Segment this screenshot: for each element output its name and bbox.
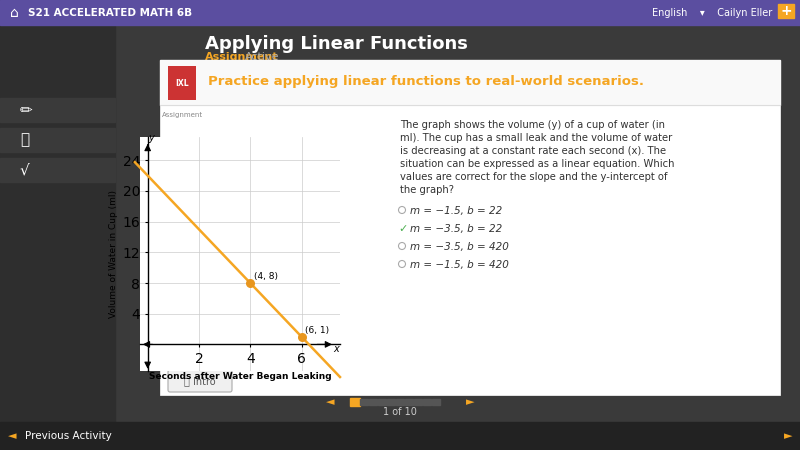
Text: Previous Activity: Previous Activity [25, 431, 112, 441]
Bar [387, 399, 395, 405]
Text: +: + [780, 4, 792, 18]
Text: ►: ► [466, 397, 474, 407]
Text: (4, 8): (4, 8) [254, 272, 278, 281]
Text: m = −1.5, b = 22: m = −1.5, b = 22 [410, 206, 502, 216]
Bar [378, 399, 386, 405]
Text: Assignment: Assignment [205, 52, 278, 62]
Bar [414, 399, 422, 405]
Bar [423, 399, 431, 405]
Bar [168, 66, 196, 100]
Text: English    ▾    Cailyn Eller: English ▾ Cailyn Eller [652, 8, 772, 18]
Text: m = −3.5, b = 22: m = −3.5, b = 22 [410, 224, 502, 234]
Text: y: y [149, 133, 154, 143]
Bar [0, 422, 800, 450]
Bar [0, 25, 115, 450]
Text: values are correct for the slope and the y-intercept of: values are correct for the slope and the… [400, 172, 667, 182]
Bar [432, 399, 440, 405]
Bar [405, 399, 413, 405]
Bar [350, 398, 360, 406]
Bar [396, 399, 404, 405]
Text: m = −3.5, b = 420: m = −3.5, b = 420 [410, 242, 509, 252]
Text: 🎧: 🎧 [20, 132, 29, 148]
Text: ✏: ✏ [20, 103, 33, 117]
Text: S21 ACCELERATED MATH 6B: S21 ACCELERATED MATH 6B [28, 8, 192, 18]
Text: Assignment: Assignment [162, 112, 202, 118]
Y-axis label: Volume of Water in Cup (ml): Volume of Water in Cup (ml) [109, 190, 118, 318]
Text: (6, 1): (6, 1) [306, 326, 330, 335]
Text: ✓: ✓ [398, 224, 407, 234]
Text: situation can be expressed as a linear equation. Which: situation can be expressed as a linear e… [400, 159, 674, 169]
Bar [778, 4, 794, 18]
Point [244, 279, 257, 287]
Text: ⌂: ⌂ [10, 6, 18, 20]
Bar [360, 399, 368, 405]
Bar [0, 98, 115, 122]
Text: ◄: ◄ [326, 397, 334, 407]
Text: The graph shows the volume (y) of a cup of water (in: The graph shows the volume (y) of a cup … [400, 120, 665, 130]
Text: ml). The cup has a small leak and the volume of water: ml). The cup has a small leak and the vo… [400, 133, 672, 143]
Text: is decreasing at a constant rate each second (x). The: is decreasing at a constant rate each se… [400, 146, 666, 156]
Text: 1 of 10: 1 of 10 [383, 407, 417, 417]
FancyBboxPatch shape [168, 370, 232, 392]
Text: ►: ► [783, 431, 792, 441]
Bar [160, 60, 780, 395]
Text: 🔊 Intro: 🔊 Intro [184, 376, 216, 386]
Bar [0, 158, 115, 182]
Text: m = −1.5, b = 420: m = −1.5, b = 420 [410, 260, 509, 270]
Text: IXL: IXL [175, 78, 189, 87]
X-axis label: Seconds after Water Began Leaking: Seconds after Water Began Leaking [149, 372, 331, 381]
Text: Active: Active [245, 52, 279, 62]
Text: √: √ [20, 162, 30, 177]
Text: Practice applying linear functions to real-world scenarios.: Practice applying linear functions to re… [208, 76, 644, 89]
Bar [0, 128, 115, 152]
Text: x: x [334, 344, 339, 354]
Text: the graph?: the graph? [400, 185, 454, 195]
Text: ◄: ◄ [8, 431, 17, 441]
Bar [369, 399, 377, 405]
Bar [160, 60, 780, 105]
Point [295, 333, 308, 340]
Text: Applying Linear Functions: Applying Linear Functions [205, 35, 468, 53]
Bar [0, 0, 800, 25]
